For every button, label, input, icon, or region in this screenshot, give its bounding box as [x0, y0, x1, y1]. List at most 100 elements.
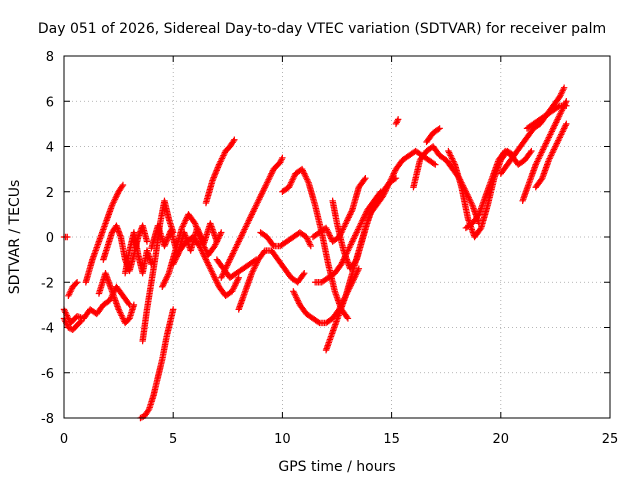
data-point-marker	[548, 150, 555, 158]
data-point-marker	[291, 291, 298, 298]
data-point-marker	[207, 265, 214, 272]
data-point-marker	[436, 125, 443, 132]
data-point-marker	[558, 129, 566, 137]
data-point-marker	[558, 108, 565, 116]
data-point-marker	[553, 140, 561, 147]
data-point-marker	[223, 262, 231, 269]
data-point-marker	[111, 197, 118, 204]
data-point-marker	[390, 170, 397, 177]
data-point-marker	[242, 224, 249, 232]
data-point-marker	[163, 274, 170, 281]
data-point-marker	[220, 152, 227, 159]
series-arc-p	[218, 154, 286, 281]
data-point-marker	[239, 229, 247, 236]
data-point-marker	[349, 238, 356, 245]
data-point-marker	[555, 103, 562, 110]
data-point-marker	[66, 289, 74, 297]
data-point-marker	[231, 247, 238, 254]
y-tick-label: -2	[41, 276, 54, 291]
data-point-marker	[447, 152, 454, 159]
data-point-marker	[552, 143, 559, 150]
data-point-marker	[383, 185, 390, 192]
data-point-marker	[117, 310, 124, 318]
data-point-marker	[301, 170, 308, 177]
data-point-marker	[346, 212, 353, 220]
data-point-marker	[233, 279, 240, 286]
data-point-marker	[474, 212, 482, 219]
data-point-marker	[346, 244, 353, 251]
data-point-marker	[301, 171, 309, 179]
data-point-marker	[229, 286, 237, 293]
data-point-marker	[544, 135, 552, 143]
data-point-marker	[252, 260, 260, 268]
data-point-marker	[196, 244, 204, 251]
data-point-marker	[325, 229, 332, 236]
series-arc-d	[65, 279, 81, 300]
series-arc-af	[519, 98, 570, 204]
data-point-marker	[116, 309, 124, 316]
data-point-marker	[322, 224, 330, 232]
data-point-marker	[292, 292, 299, 300]
data-point-marker	[226, 256, 234, 263]
data-point-marker	[348, 239, 355, 247]
data-point-marker	[118, 183, 126, 190]
data-point-marker	[119, 313, 126, 321]
data-point-marker	[260, 187, 267, 194]
data-point-marker	[210, 273, 218, 280]
data-point-marker	[72, 280, 80, 287]
data-point-marker	[323, 226, 331, 233]
data-point-marker	[556, 134, 563, 141]
data-point-marker	[65, 292, 72, 300]
data-point-marker	[111, 196, 119, 203]
data-point-marker	[216, 159, 223, 167]
data-point-marker	[233, 242, 240, 250]
data-point-marker	[252, 203, 259, 211]
data-point-marker	[451, 159, 458, 167]
data-point-marker	[268, 170, 275, 177]
data-point-marker	[228, 288, 236, 295]
data-point-marker	[303, 176, 311, 183]
data-point-marker	[294, 297, 301, 304]
y-tick-label: -4	[41, 322, 54, 337]
data-point-marker	[562, 122, 569, 129]
data-point-marker	[556, 93, 563, 100]
data-point-marker	[265, 176, 272, 183]
data-point-marker	[541, 143, 548, 150]
data-point-marker	[235, 238, 242, 245]
data-point-marker	[218, 229, 225, 236]
series-arc-o	[213, 256, 260, 281]
data-point-marker	[125, 300, 132, 307]
y-tick-label: 4	[46, 141, 54, 156]
data-point-marker	[212, 241, 219, 248]
data-point-marker	[300, 168, 307, 176]
data-point-marker	[362, 174, 369, 182]
data-point-marker	[115, 306, 122, 313]
data-point-marker	[352, 232, 359, 239]
data-point-marker	[287, 179, 295, 186]
data-point-marker	[173, 253, 181, 260]
data-point-marker	[230, 248, 237, 256]
data-markers	[60, 84, 570, 422]
data-point-marker	[197, 245, 205, 253]
data-point-marker	[183, 215, 190, 223]
data-point-marker	[234, 239, 242, 247]
data-point-marker	[251, 263, 258, 271]
data-point-marker	[196, 242, 203, 250]
data-point-marker	[64, 233, 71, 241]
data-point-marker	[384, 182, 392, 189]
data-point-marker	[252, 262, 259, 269]
data-point-marker	[159, 283, 166, 290]
data-point-marker	[467, 197, 474, 204]
data-point-marker	[466, 196, 473, 203]
data-point-marker	[346, 242, 354, 250]
y-axis-label: SDTVAR / TECUs	[7, 180, 23, 295]
x-tick-label: 0	[60, 432, 68, 447]
data-point-marker	[430, 160, 438, 167]
data-point-marker	[235, 274, 242, 281]
data-point-marker	[164, 273, 171, 280]
data-point-marker	[550, 123, 558, 131]
data-point-marker	[559, 87, 566, 94]
series-arc-s	[279, 165, 352, 322]
series-arc-x	[329, 174, 400, 272]
data-point-marker	[548, 128, 555, 135]
